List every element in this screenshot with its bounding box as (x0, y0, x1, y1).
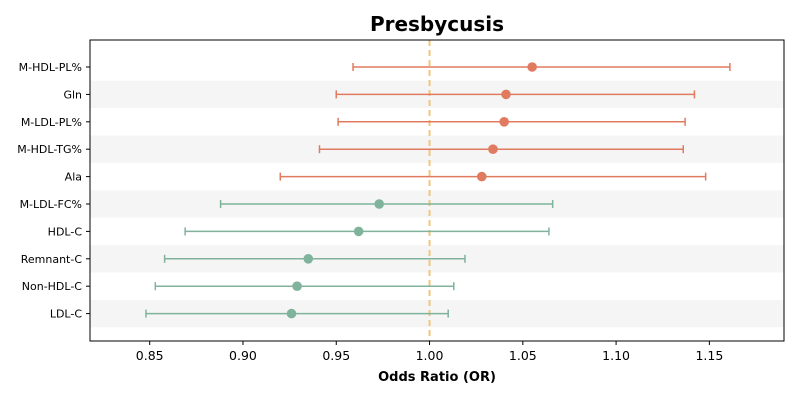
x-tick-label: 0.85 (136, 348, 164, 363)
x-tick-label: 1.10 (602, 348, 630, 363)
y-tick-label: M-LDL-FC% (20, 198, 82, 211)
y-tick-label: LDL-C (50, 308, 83, 321)
or-point (499, 117, 509, 127)
chart-title: Presbycusis (370, 12, 504, 36)
y-tick-label: HDL-C (48, 225, 83, 238)
confidence-intervals (145, 63, 731, 318)
x-tick-label: 0.90 (229, 348, 257, 363)
y-axis-labels: M-HDL-PL% Gln M-LDL-PL% M-HDL-TG% Ala M-LDL-F… (17, 61, 90, 321)
y-tick-label: Non-HDL-C (22, 280, 83, 293)
x-axis-label: Odds Ratio (OR) (378, 370, 496, 385)
or-point (303, 253, 314, 264)
x-tick-label: 0.95 (322, 348, 350, 363)
or-point (286, 308, 297, 319)
or-point (292, 281, 302, 292)
or-point (488, 144, 498, 154)
or-point (353, 226, 364, 237)
x-axis-ticks: 0.85 0.90 0.95 1.00 1.05 1.10 1.15 (136, 341, 723, 363)
x-tick-label: 1.00 (416, 348, 444, 363)
y-tick-label: Remnant-C (21, 253, 83, 266)
y-tick-label: M-HDL-TG% (17, 143, 82, 156)
x-tick-label: 1.15 (695, 348, 723, 363)
y-tick-label: M-LDL-PL% (21, 116, 82, 129)
y-tick-label: Gln (63, 88, 82, 101)
x-tick-label: 1.05 (509, 348, 537, 363)
or-point (501, 89, 511, 100)
y-tick-label: Ala (65, 171, 82, 184)
or-point (374, 199, 384, 209)
odds-ratio-points (286, 62, 537, 319)
plot-frame (89, 39, 785, 342)
or-point (527, 62, 537, 72)
or-point (476, 171, 487, 182)
y-tick-label: M-HDL-PL% (19, 61, 82, 74)
